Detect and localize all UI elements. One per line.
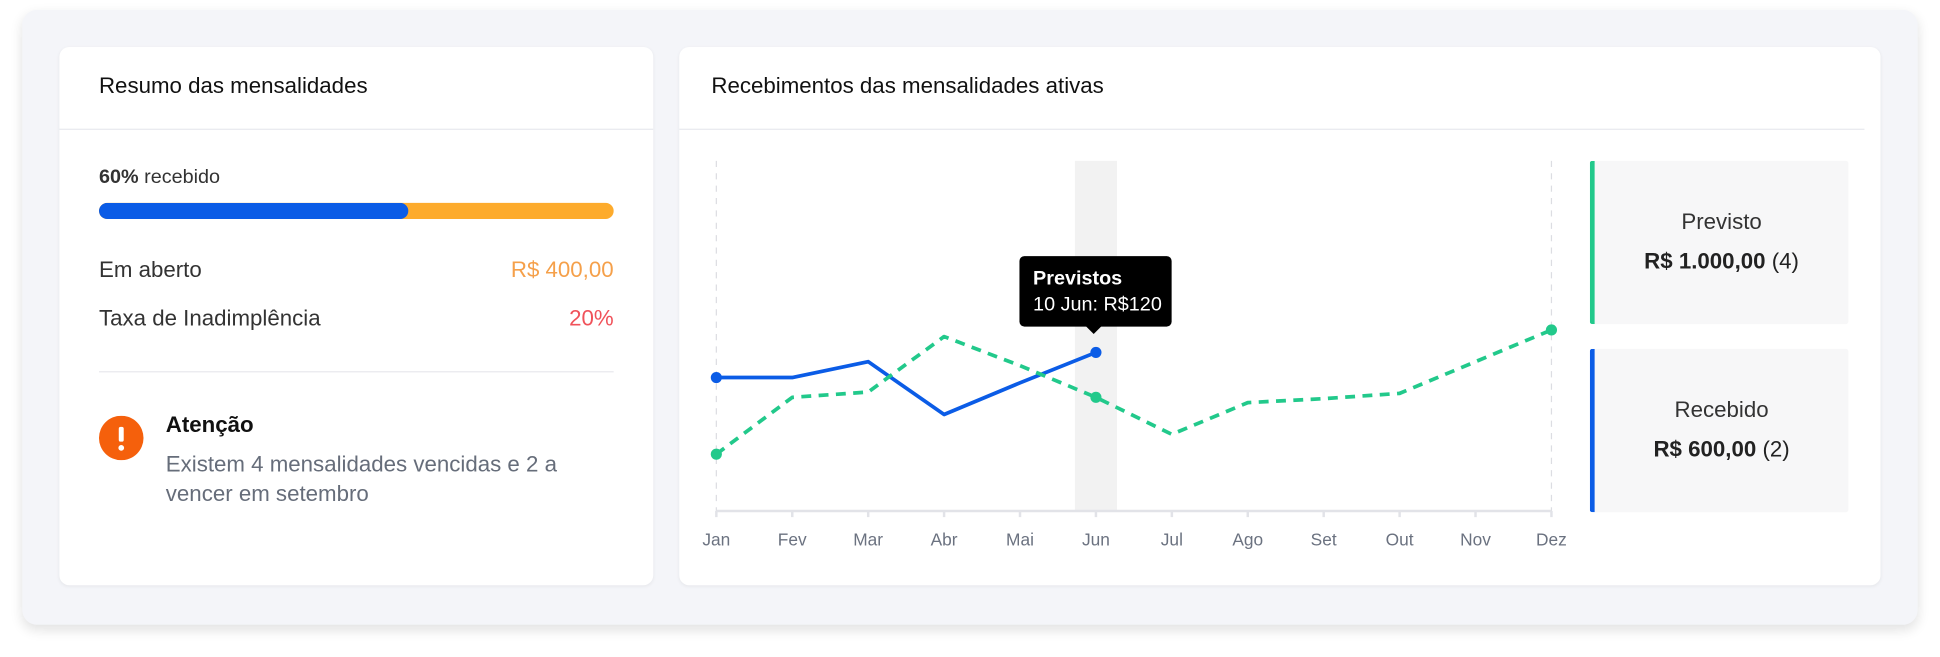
x-tick-label: Abr [931,530,958,550]
total-card [1589,160,1849,325]
alert-title: Atenção [165,411,254,437]
tooltip-arrow [1085,325,1103,335]
x-tick-label: Ago [1232,530,1263,550]
total-count: (2) [1762,436,1790,462]
row-label: Em aberto [98,257,202,283]
summary-card [59,47,654,586]
chart-title: Recebimentos das mensalidades ativas [711,72,1104,98]
x-tick-label: Jan [702,530,730,550]
point [1545,324,1558,336]
point [710,371,722,384]
row-value: 20% [569,305,614,331]
row-value: R$ 400,00 [510,257,614,283]
x-tick-label: Fev [778,530,807,550]
total-value: R$ 600,00 (2) [1595,437,1849,463]
point [1090,391,1102,403]
total-label: Previsto [1681,209,1762,234]
highlight-band [1074,160,1117,511]
total-amount: R$ 1.000,00 [1644,248,1766,274]
alert-text: Existem 4 mensalidades vencidas e 2 a ve… [165,451,557,507]
summary-title: Resumo das mensalidades [98,72,368,98]
tooltip-text: 10 Jun: R$120 [1033,294,1162,316]
x-tick-label: Nov [1460,530,1491,550]
total-value: R$ 1.000,00 (4) [1595,249,1849,275]
tooltip-title: Previstos [1033,268,1123,290]
x-tick-label: Mar [853,530,883,550]
x-tick-label: Set [1311,530,1337,550]
point [710,448,722,460]
total-card [1589,348,1849,513]
x-tick-label: Jun [1082,530,1110,550]
row-label: Taxa de Inadimplência [98,305,321,331]
progress-fill [98,202,408,219]
progress-label: 60% [98,167,139,189]
series-line [716,350,1097,417]
line-chart: Jan Fev Mar Abr Mai Jun Jul Ago Set Out Nov Dez [702,160,1567,550]
total-label: Recebido [1674,397,1769,422]
progress-track [98,202,614,219]
separator [59,128,654,130]
x-tick-label: Mai [1006,530,1034,550]
x-tick-label: Out [1386,530,1414,550]
alert-icon [98,415,144,461]
separator [98,371,614,373]
total-amount: R$ 600,00 [1653,436,1757,462]
series-line [715,328,1553,456]
progress-text: recebido [144,167,221,189]
separator [679,128,1865,130]
point [1090,346,1102,358]
total-count: (4) [1771,248,1799,274]
tooltip [1019,256,1172,327]
x-tick-label: Dez [1536,530,1567,550]
progress-caption: 60% recebido [99,167,220,189]
x-tick-label: Jul [1161,530,1183,550]
